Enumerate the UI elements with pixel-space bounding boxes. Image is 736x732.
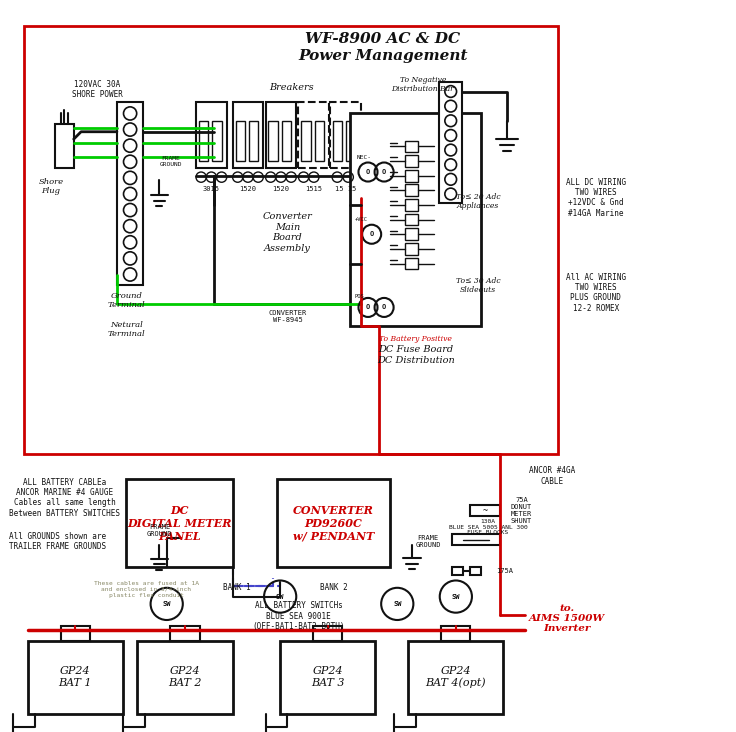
Text: To≤ 20 Adc
Appliances: To≤ 20 Adc Appliances — [456, 193, 500, 210]
Text: All GROUNDS shown are
TRAILER FRAME GROUNDS: All GROUNDS shown are TRAILER FRAME GROU… — [10, 532, 107, 551]
Text: DC
DIGITAL METER
PANEL: DC DIGITAL METER PANEL — [127, 505, 232, 542]
Bar — [346, 121, 355, 161]
Text: 3015: 3015 — [203, 186, 220, 192]
Bar — [405, 228, 418, 240]
Bar — [452, 534, 500, 545]
Bar — [350, 113, 481, 326]
Bar — [24, 26, 559, 454]
Bar — [333, 121, 342, 161]
Text: O: O — [382, 305, 386, 310]
Bar — [54, 124, 74, 168]
Bar — [277, 479, 390, 567]
Bar — [269, 121, 278, 161]
Bar — [249, 121, 258, 161]
Bar — [405, 184, 418, 196]
Text: Shore
Plug: Shore Plug — [38, 178, 63, 195]
Text: FRAME
GROUND: FRAME GROUND — [416, 535, 441, 548]
Text: SW: SW — [452, 594, 460, 600]
Bar — [405, 141, 418, 152]
Text: BANK 1: BANK 1 — [223, 583, 251, 591]
Text: POS: POS — [355, 294, 364, 299]
Bar — [441, 626, 470, 640]
Text: GP24
BAT 3: GP24 BAT 3 — [311, 666, 344, 688]
Bar — [233, 102, 263, 168]
Text: Converter
Main
Board
Assembly: Converter Main Board Assembly — [263, 212, 312, 253]
Bar — [28, 640, 123, 714]
Bar — [282, 121, 291, 161]
Bar — [170, 626, 199, 640]
Bar — [405, 155, 418, 167]
Bar — [212, 121, 222, 161]
Text: 1520: 1520 — [239, 186, 256, 192]
Bar — [405, 214, 418, 225]
Text: All AC WIRING
TWO WIRES
PLUS GROUND
12-2 ROMEX: All AC WIRING TWO WIRES PLUS GROUND 12-2… — [566, 273, 626, 313]
Text: WF-8900 AC & DC
Power Management: WF-8900 AC & DC Power Management — [298, 32, 467, 63]
Bar — [199, 121, 208, 161]
Text: ANCOR #4GA
CABLE: ANCOR #4GA CABLE — [529, 466, 576, 485]
Bar — [439, 82, 462, 203]
Bar — [266, 102, 297, 168]
Text: +VCC: +VCC — [355, 217, 368, 222]
Text: O: O — [382, 169, 386, 175]
Bar — [313, 626, 342, 640]
Bar — [314, 121, 324, 161]
Text: CONVERTER
PD9260C
w/ PENDANT: CONVERTER PD9260C w/ PENDANT — [293, 505, 374, 542]
Text: DC Fuse Board
DC Distribution: DC Fuse Board DC Distribution — [377, 346, 454, 365]
Bar — [138, 640, 233, 714]
Text: CONVERTER
WF-8945: CONVERTER WF-8945 — [269, 310, 307, 324]
Text: To Negative
Distribution Bar: To Negative Distribution Bar — [392, 75, 454, 93]
Text: 130A
BLUE SEA 5005 ANL 300
FUSE BLOCKS: 130A BLUE SEA 5005 ANL 300 FUSE BLOCKS — [448, 519, 527, 535]
Text: O: O — [366, 305, 370, 310]
Bar — [452, 567, 463, 575]
Bar — [405, 170, 418, 182]
Bar — [301, 121, 311, 161]
Text: GP24
BAT 2: GP24 BAT 2 — [169, 666, 202, 688]
Bar — [214, 176, 361, 304]
Text: SW: SW — [163, 601, 171, 607]
Text: ~: ~ — [483, 506, 488, 515]
Text: GP24
BAT 1: GP24 BAT 1 — [58, 666, 92, 688]
Text: NEC-: NEC- — [357, 155, 372, 160]
Text: to.
AIMS 1500W
Inverter: to. AIMS 1500W Inverter — [529, 604, 605, 633]
Text: SW: SW — [393, 601, 402, 607]
Bar — [60, 626, 90, 640]
Text: BANK 2: BANK 2 — [320, 583, 348, 591]
Text: SW: SW — [276, 594, 284, 600]
Bar — [117, 102, 144, 285]
Text: GP24
BAT 4(opt): GP24 BAT 4(opt) — [425, 666, 486, 688]
Text: To Battery Positive: To Battery Positive — [379, 335, 452, 343]
Text: 75A
DONUT
METER
SHUNT: 75A DONUT METER SHUNT — [511, 497, 532, 523]
Text: FRAME
GROUND: FRAME GROUND — [160, 157, 182, 167]
Bar — [330, 102, 361, 168]
Text: To≤ 30 Adc
Slideouts: To≤ 30 Adc Slideouts — [456, 277, 500, 294]
Bar — [408, 640, 503, 714]
Text: 1520: 1520 — [272, 186, 289, 192]
Bar — [299, 102, 329, 168]
Text: FRAME
GROUND: FRAME GROUND — [146, 524, 172, 537]
Text: ALL DC WIRING
TWO WIRES
+12VDC & Gnd
#14GA Marine: ALL DC WIRING TWO WIRES +12VDC & Gnd #14… — [566, 178, 626, 217]
Bar — [405, 243, 418, 255]
Bar — [405, 258, 418, 269]
Bar — [280, 640, 375, 714]
Bar — [470, 505, 500, 516]
Text: ALL BATTERY CABLEa
ANCOR MARINE #4 GAUGE
Cables all same length
Between BATTERY : ALL BATTERY CABLEa ANCOR MARINE #4 GAUGE… — [10, 478, 120, 518]
Text: These cables are fused at 1A
and enclosed in 3/4-inch
plastic flex conduit: These cables are fused at 1A and enclose… — [93, 581, 199, 597]
Text: 175A: 175A — [496, 568, 513, 574]
Text: Netural
Terminal: Netural Terminal — [107, 321, 145, 338]
Text: Breakers: Breakers — [269, 83, 314, 92]
Bar — [236, 121, 245, 161]
Text: ALL BATTERY SWITCHs
BLUE SEA 9001E
(OFF-BAT1-BAT2-BOTH): ALL BATTERY SWITCHs BLUE SEA 9001E (OFF-… — [252, 602, 344, 631]
Text: 120VAC 30A
SHORE POWER: 120VAC 30A SHORE POWER — [71, 80, 122, 99]
Text: Ground
Terminal: Ground Terminal — [107, 291, 145, 309]
Text: O: O — [366, 169, 370, 175]
Text: 1515: 1515 — [305, 186, 322, 192]
Bar — [127, 479, 233, 567]
Bar — [470, 567, 481, 575]
Text: O: O — [369, 231, 374, 237]
Bar — [405, 199, 418, 211]
Text: 15 15: 15 15 — [335, 186, 356, 192]
Bar — [196, 102, 227, 168]
